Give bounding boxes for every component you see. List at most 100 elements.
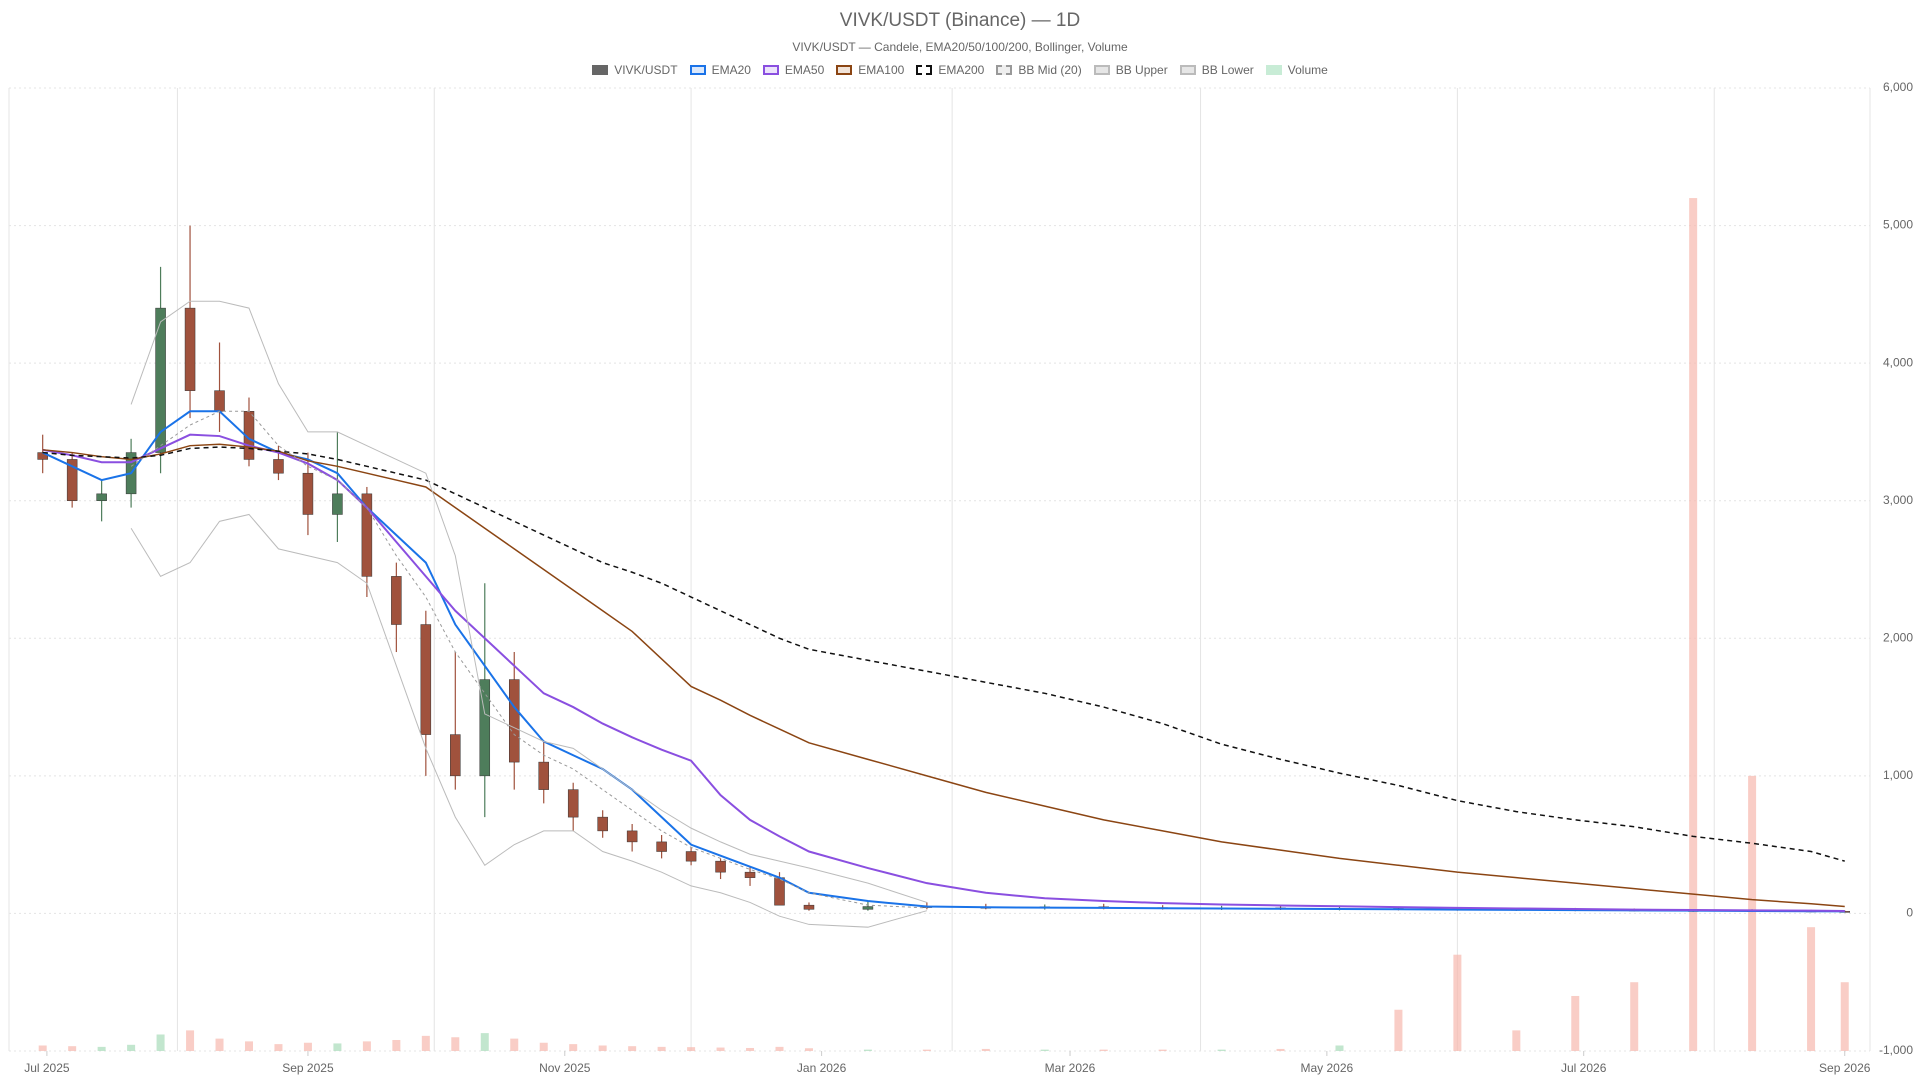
legend-swatch xyxy=(916,65,933,75)
y-tick-label: 3,000 xyxy=(1883,493,1913,507)
y-tick-label: 2,000 xyxy=(1883,630,1913,644)
legend-swatch xyxy=(1265,65,1282,75)
legend-label: Volume xyxy=(1287,63,1328,77)
candle-body xyxy=(508,679,520,763)
volume-bar xyxy=(186,1030,195,1051)
legend-item[interactable]: BB Lower xyxy=(1179,63,1254,77)
legend-label: VIVK/USDT xyxy=(614,63,678,77)
volume-bar xyxy=(451,1037,460,1051)
volume-bar xyxy=(127,1044,136,1051)
volume-bar xyxy=(863,1049,872,1051)
volume-bar xyxy=(274,1044,283,1051)
candle-body xyxy=(391,576,402,625)
candle-body xyxy=(66,459,78,501)
candle-body xyxy=(273,459,284,474)
x-tick-label: Sep 2025 xyxy=(282,1061,334,1075)
y-tick-label: 0 xyxy=(1906,906,1913,920)
volume-bar xyxy=(1630,982,1639,1051)
volume-bar xyxy=(333,1043,342,1051)
legend-swatch xyxy=(1179,65,1196,75)
legend-item[interactable]: EMA100 xyxy=(836,63,904,77)
y-tick-label: -1,000 xyxy=(1879,1043,1913,1057)
volume-bar xyxy=(628,1046,637,1051)
legend-item[interactable]: VIVK/USDT xyxy=(592,63,678,77)
legend-swatch xyxy=(689,65,706,75)
x-tick-label: May 2026 xyxy=(1301,1061,1354,1075)
x-tick-label: Jul 2026 xyxy=(1561,1061,1607,1075)
volume-bar xyxy=(1158,1049,1167,1051)
legend-swatch xyxy=(762,65,779,75)
candle-body xyxy=(96,493,107,501)
legend-item[interactable]: BB Mid (20) xyxy=(996,63,1082,77)
legend-label: BB Mid (20) xyxy=(1018,63,1082,77)
legend-label: EMA100 xyxy=(858,63,905,77)
candle-body xyxy=(538,761,549,790)
x-tick-label: Jul 2025 xyxy=(24,1061,70,1075)
candle-body xyxy=(155,307,166,453)
candle-body xyxy=(626,830,638,843)
y-tick-label: 5,000 xyxy=(1883,218,1913,232)
legend-label: EMA50 xyxy=(784,63,825,77)
candle-body xyxy=(332,493,343,515)
candle-body xyxy=(715,860,726,873)
candle-body xyxy=(862,906,874,910)
legend-swatch xyxy=(836,65,853,75)
candle-body xyxy=(184,307,196,391)
line-series xyxy=(42,446,1845,862)
volume-bar xyxy=(156,1034,165,1051)
legend-item[interactable]: EMA50 xyxy=(762,63,825,77)
volume-bar xyxy=(1807,927,1816,1051)
line-series xyxy=(130,513,928,928)
legend-item[interactable]: EMA20 xyxy=(689,63,751,77)
legend-item[interactable]: EMA200 xyxy=(916,63,984,77)
volume-bar xyxy=(569,1044,578,1051)
volume-bar xyxy=(1394,1009,1403,1051)
volume-bar xyxy=(1217,1049,1226,1051)
volume-bar xyxy=(1748,775,1757,1051)
legend-item[interactable]: BB Upper xyxy=(1093,63,1168,77)
volume-bar xyxy=(539,1042,548,1051)
candle-body xyxy=(597,816,608,832)
x-tick-label: Mar 2026 xyxy=(1045,1061,1096,1075)
line-series xyxy=(42,443,1845,908)
volume-bar xyxy=(1453,954,1462,1051)
legend-swatch xyxy=(996,65,1013,75)
candle-body xyxy=(214,390,225,412)
y-tick-label: 6,000 xyxy=(1883,80,1913,94)
volume-bar xyxy=(68,1046,77,1051)
legend-item[interactable]: Volume xyxy=(1265,63,1328,77)
x-tick-label: Jan 2026 xyxy=(797,1061,847,1075)
candle-body xyxy=(302,472,314,515)
candle-body xyxy=(479,679,491,777)
volume-bar xyxy=(1276,1048,1285,1051)
volume-bar xyxy=(746,1047,755,1051)
chart-subtitle: VIVK/USDT — Candele, EMA20/50/100/200, B… xyxy=(792,40,1128,54)
volume-bar xyxy=(1840,982,1849,1051)
volume-bar xyxy=(1099,1049,1108,1051)
candle-body xyxy=(567,789,579,818)
candle-body xyxy=(656,841,667,852)
x-tick-label: Sep 2026 xyxy=(1819,1061,1871,1075)
line-series xyxy=(42,410,1845,913)
candle-body xyxy=(774,877,785,906)
volume-bar xyxy=(1040,1049,1049,1051)
volume-bar xyxy=(510,1038,519,1051)
volume-bar xyxy=(215,1038,224,1051)
volume-bar xyxy=(657,1046,666,1051)
volume-bar xyxy=(804,1048,813,1051)
legend-label: BB Lower xyxy=(1201,63,1254,77)
legend-label: BB Upper xyxy=(1115,63,1168,77)
legend: VIVK/USDT EMA20 EMA50 EMA100 EMA200 BB Mid (2… xyxy=(0,63,1920,77)
x-tick-label: Nov 2025 xyxy=(539,1061,591,1075)
volume-bar xyxy=(1571,995,1580,1051)
legend-swatch xyxy=(592,65,609,75)
legend-swatch xyxy=(1093,65,1110,75)
volume-bar xyxy=(598,1045,607,1051)
volume-bar xyxy=(1689,198,1698,1052)
line-series xyxy=(130,410,927,909)
y-tick-label: 1,000 xyxy=(1883,768,1913,782)
chart-title: VIVK/USDT (Binance) — 1D xyxy=(840,10,1080,31)
candle-body xyxy=(361,493,373,577)
